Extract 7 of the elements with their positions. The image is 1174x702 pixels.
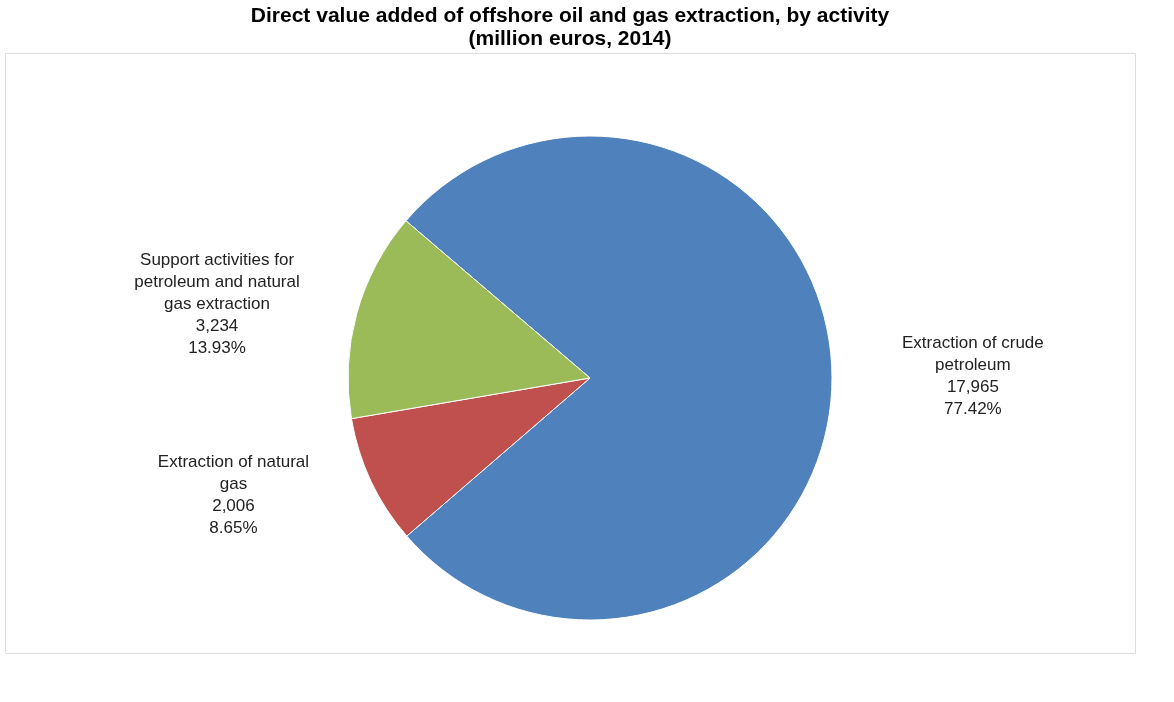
chart-title: Direct value added of offshore oil and gas extraction, by activity (million euros, 2014) [250,3,890,49]
slice-label: Extraction of crude petroleum [902,333,1044,375]
data-label: 17,965 77.42% [944,377,1002,419]
slice-label: Extraction of natural gas [157,451,310,493]
data-label: 3,234 13.93% [188,315,246,357]
slice-label: Support activities for petroleum and natural gas extraction [134,249,300,313]
data-label: 2,006 8.65% [209,495,258,537]
